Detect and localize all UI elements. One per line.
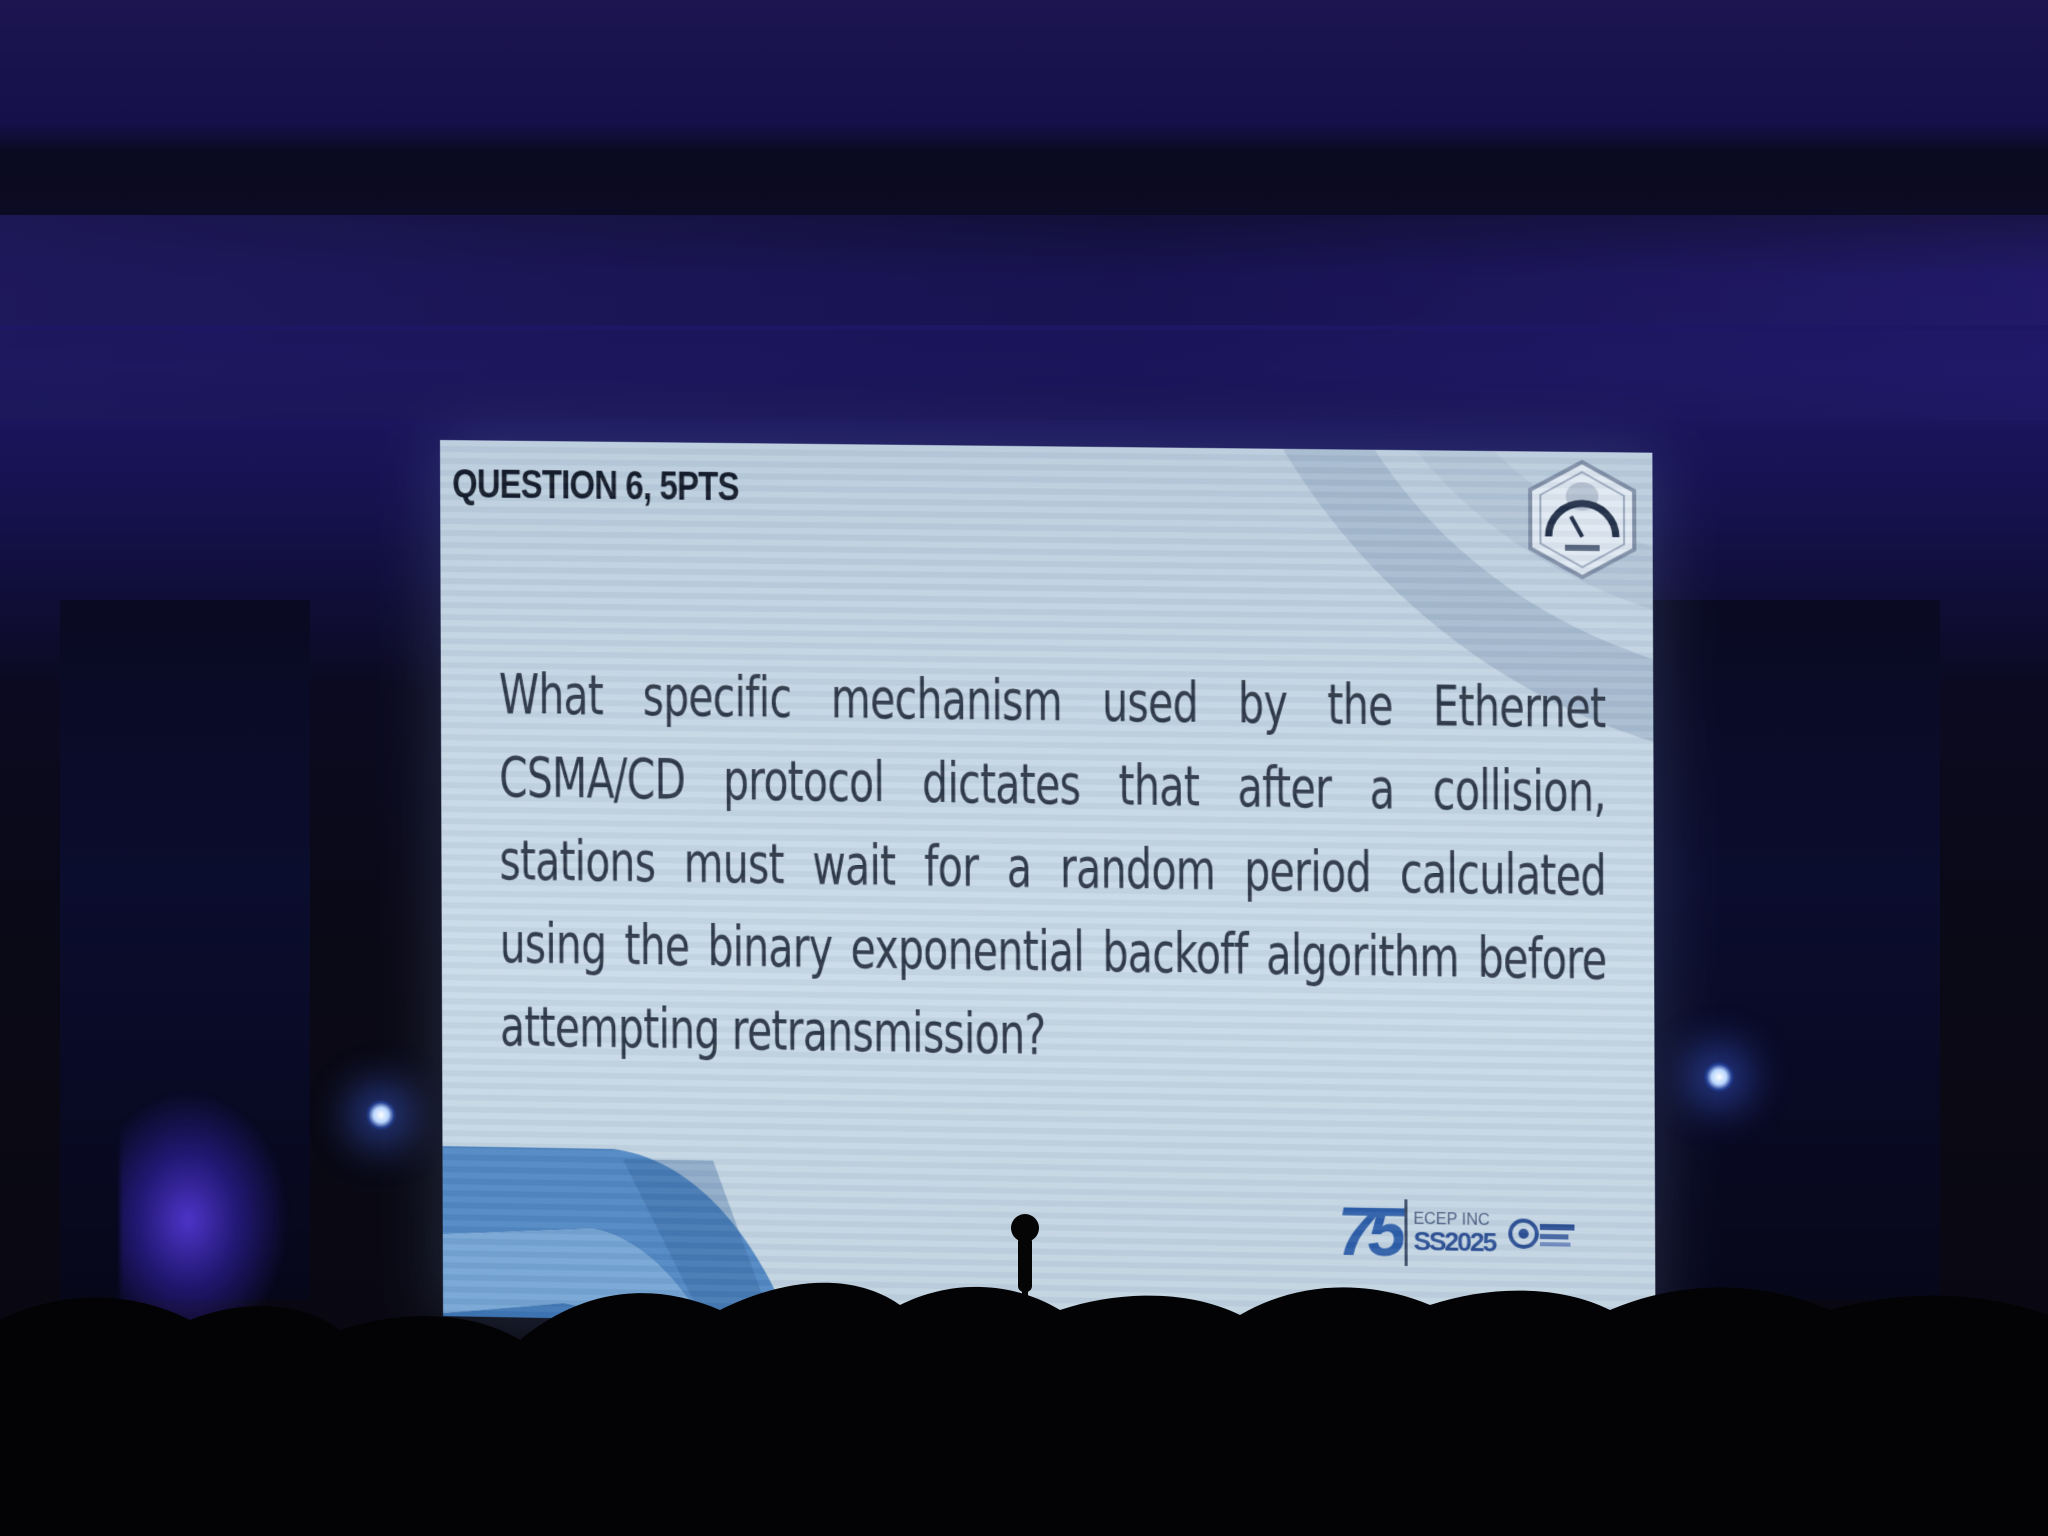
left-stage-light <box>366 1100 396 1130</box>
right-stage-panel <box>1640 600 1940 1300</box>
lower-banner-stripe <box>0 330 2048 420</box>
question-text: What specific mechanism used by the Ethe… <box>499 653 1607 1086</box>
upper-banner-stripe <box>0 215 2048 325</box>
right-stage-light <box>1704 1062 1734 1092</box>
logo-text: ECEP INC SS2025 <box>1413 1212 1495 1256</box>
audience-silhouettes <box>0 1250 2048 1536</box>
hexagon-seal-icon <box>1522 457 1643 582</box>
question-label: QUESTION 6, 5PTS <box>452 462 739 510</box>
projection-screen: QUESTION 6, 5PTS What specific mechanism… <box>440 440 1655 1338</box>
